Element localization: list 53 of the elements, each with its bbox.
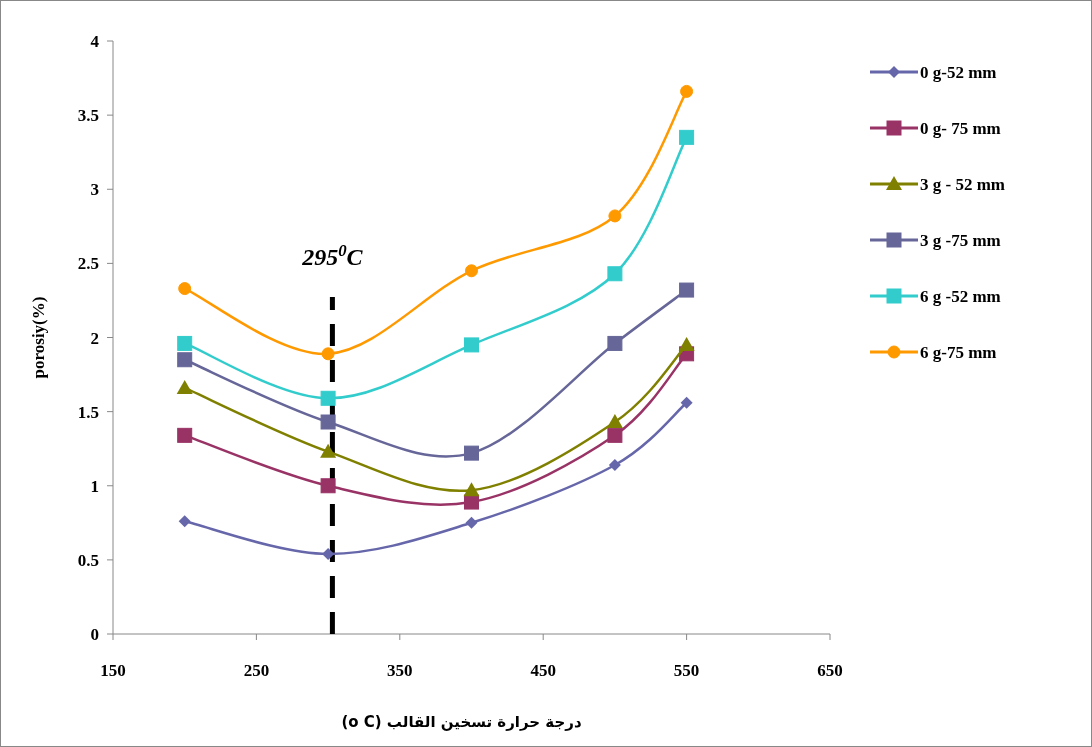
x-tick-label: 250 bbox=[243, 661, 270, 680]
legend-label: 0 g-52 mm bbox=[920, 63, 997, 82]
x-tick-label: 550 bbox=[673, 661, 700, 680]
point bbox=[608, 209, 622, 223]
point bbox=[464, 445, 479, 461]
x-tick-label: 350 bbox=[387, 661, 413, 680]
point bbox=[679, 129, 695, 145]
point bbox=[176, 379, 193, 394]
point bbox=[321, 347, 335, 361]
point bbox=[320, 390, 336, 406]
point bbox=[607, 266, 623, 282]
point bbox=[465, 264, 478, 278]
point bbox=[178, 282, 192, 296]
point bbox=[464, 494, 479, 510]
ref-line-label: 295$^{0}$C bbox=[301, 240, 364, 270]
point bbox=[320, 478, 336, 494]
y-tick-label: 0.5 bbox=[77, 550, 99, 570]
y-tick-label: 3.5 bbox=[77, 106, 99, 126]
y-tick-label: 4 bbox=[90, 32, 100, 51]
y-tick-label: 0 bbox=[90, 625, 99, 644]
point bbox=[464, 337, 479, 353]
point bbox=[680, 84, 694, 98]
point bbox=[320, 443, 337, 458]
x-tick-label: 150 bbox=[100, 661, 126, 680]
legend-label: 3 g -75 mm bbox=[920, 231, 1001, 250]
y-tick-label: 2 bbox=[90, 328, 99, 348]
point bbox=[607, 335, 623, 351]
point bbox=[320, 414, 336, 430]
point bbox=[607, 427, 623, 443]
point bbox=[465, 516, 478, 529]
point bbox=[680, 396, 693, 409]
y-tick-label: 1.5 bbox=[77, 402, 99, 422]
legend-label: 3 g - 52 mm bbox=[920, 175, 1005, 194]
point bbox=[679, 282, 695, 298]
x-axis-title: درجة حرارة تسخين القالب (o C) bbox=[341, 713, 582, 731]
point bbox=[177, 427, 193, 443]
x-tick-label: 450 bbox=[530, 661, 556, 680]
y-tick-label: 3 bbox=[90, 180, 99, 200]
y-tick-label: 1 bbox=[90, 476, 99, 496]
y-tick-label: 2.5 bbox=[77, 254, 99, 274]
point bbox=[678, 336, 695, 351]
x-tick-label: 650 bbox=[817, 661, 843, 680]
legend-label: 6 g-75 mm bbox=[920, 343, 997, 362]
point bbox=[177, 335, 193, 351]
legend-label: 6 g -52 mm bbox=[920, 287, 1001, 306]
point bbox=[608, 459, 621, 471]
point bbox=[463, 482, 480, 497]
point bbox=[177, 352, 193, 368]
point bbox=[606, 414, 623, 428]
point bbox=[178, 515, 191, 528]
legend-label: 0 g- 75 mm bbox=[920, 119, 1001, 138]
y-axis-title: porosiy(%) bbox=[29, 296, 48, 379]
ref-line: 295$^{0}$C bbox=[302, 240, 363, 634]
